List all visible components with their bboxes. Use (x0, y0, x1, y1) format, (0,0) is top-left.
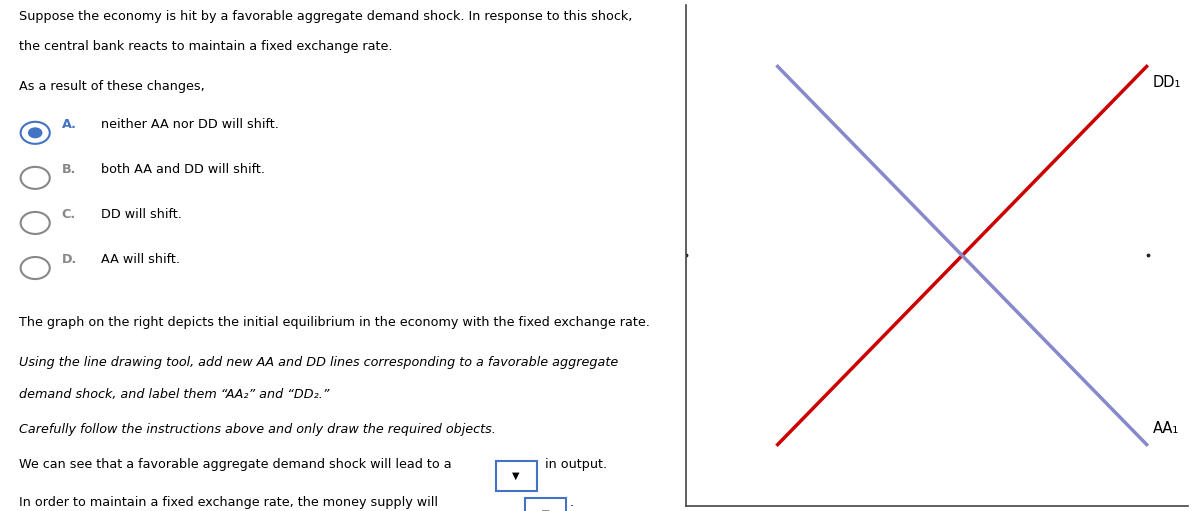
Text: As a result of these changes,: As a result of these changes, (19, 80, 204, 93)
Text: the central bank reacts to maintain a fixed exchange rate.: the central bank reacts to maintain a fi… (19, 40, 392, 53)
Text: D.: D. (61, 253, 77, 266)
Text: We can see that a favorable aggregate demand shock will lead to a: We can see that a favorable aggregate de… (19, 458, 451, 471)
Text: B.: B. (61, 163, 76, 176)
Text: In order to maintain a fixed exchange rate, the money supply will: In order to maintain a fixed exchange ra… (19, 496, 438, 509)
Text: DD will shift.: DD will shift. (102, 208, 182, 221)
Text: DD₁: DD₁ (1153, 75, 1181, 90)
Text: Using the line drawing tool, add new AA and DD lines corresponding to a favorabl: Using the line drawing tool, add new AA … (19, 356, 618, 368)
Circle shape (28, 127, 42, 138)
Text: neither AA nor DD will shift.: neither AA nor DD will shift. (102, 118, 280, 131)
Text: The graph on the right depicts the initial equilibrium in the economy with the f: The graph on the right depicts the initi… (19, 316, 649, 329)
Text: in output.: in output. (545, 458, 607, 471)
Text: .: . (570, 496, 574, 509)
Text: Suppose the economy is hit by a favorable aggregate demand shock. In response to: Suppose the economy is hit by a favorabl… (19, 10, 632, 23)
Text: Carefully follow the instructions above and only draw the required objects.: Carefully follow the instructions above … (19, 423, 496, 436)
FancyBboxPatch shape (496, 461, 536, 491)
Text: ▼: ▼ (542, 508, 550, 511)
Text: C.: C. (61, 208, 76, 221)
Text: AA will shift.: AA will shift. (102, 253, 180, 266)
Text: AA₁: AA₁ (1153, 421, 1180, 436)
Text: both AA and DD will shift.: both AA and DD will shift. (102, 163, 265, 176)
Text: demand shock, and label them “AA₂” and “DD₂.”: demand shock, and label them “AA₂” and “… (19, 388, 329, 401)
Text: A.: A. (61, 118, 77, 131)
Text: ▼: ▼ (512, 471, 520, 481)
FancyBboxPatch shape (526, 498, 566, 511)
